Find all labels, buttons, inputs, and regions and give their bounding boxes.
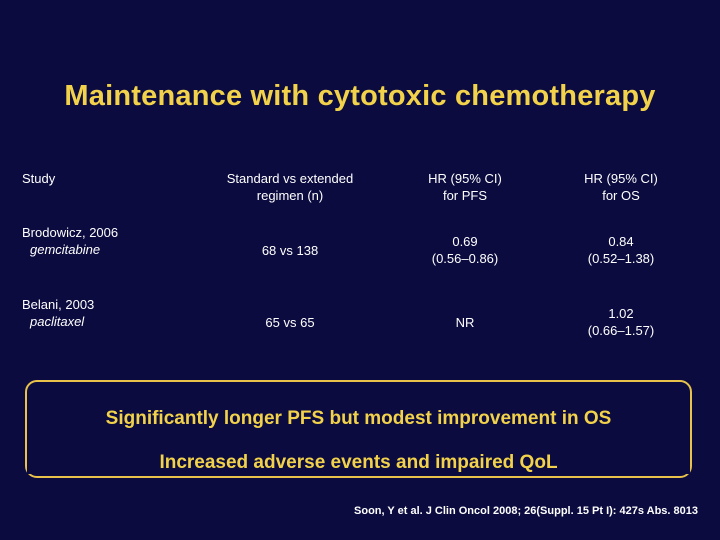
os-cell: 0.84 (0.52–1.38): [550, 214, 692, 286]
header-regimen: Standard vs extended regimen (n): [200, 170, 380, 214]
pfs-ci: (0.56–0.86): [431, 251, 499, 266]
study-drug: gemcitabine: [30, 242, 101, 257]
callout-line-pfs: Significantly longer PFS but modest impr…: [105, 408, 612, 429]
pfs-value: 0.69: [452, 234, 478, 249]
study-name: Belani, 2003: [22, 297, 95, 312]
header-regimen-line: Standard vs extended: [226, 171, 354, 186]
pfs-cell: NR: [380, 286, 550, 358]
header-pfs-line: for PFS: [442, 188, 488, 203]
callout-line-qol: Increased adverse events and impaired Qo…: [27, 452, 690, 474]
os-ci: (0.66–1.57): [587, 323, 655, 338]
header-pfs: HR (95% CI) for PFS: [380, 170, 550, 214]
study-name: Brodowicz, 2006: [22, 225, 119, 240]
study-cell: Brodowicz, 2006 gemcitabine: [22, 214, 200, 286]
pfs-cell: 0.69 (0.56–0.86): [380, 214, 550, 286]
header-pfs-line: HR (95% CI): [428, 171, 502, 186]
header-regimen-line: regimen (n): [256, 188, 324, 203]
study-cell: Belani, 2003 paclitaxel: [22, 286, 200, 358]
results-table: Study Standard vs extended regimen (n) H…: [22, 170, 692, 358]
os-value: 0.84: [608, 234, 634, 249]
header-os: HR (95% CI) for OS: [550, 170, 692, 214]
slide-title: Maintenance with cytotoxic chemotherapy: [64, 80, 656, 112]
citation: Soon, Y et al. J Clin Oncol 2008; 26(Sup…: [354, 505, 698, 517]
study-drug: paclitaxel: [30, 314, 85, 329]
header-study: Study: [22, 171, 56, 186]
conclusion-callout: Significantly longer PFS but modest impr…: [25, 380, 692, 478]
header-os-line: HR (95% CI): [584, 171, 658, 186]
regimen-cell: 68 vs 138: [261, 242, 319, 258]
table-header-row: Study Standard vs extended regimen (n) H…: [22, 170, 692, 214]
os-value: 1.02: [608, 306, 634, 321]
table-row: Brodowicz, 2006 gemcitabine 68 vs 138 0.…: [22, 214, 692, 286]
table-row: Belani, 2003 paclitaxel 65 vs 65 NR 1.02…: [22, 286, 692, 358]
header-os-line: for OS: [602, 188, 640, 203]
os-cell: 1.02 (0.66–1.57): [550, 286, 692, 358]
os-ci: (0.52–1.38): [587, 251, 655, 266]
regimen-cell: 65 vs 65: [265, 314, 315, 330]
pfs-value: NR: [455, 314, 475, 330]
